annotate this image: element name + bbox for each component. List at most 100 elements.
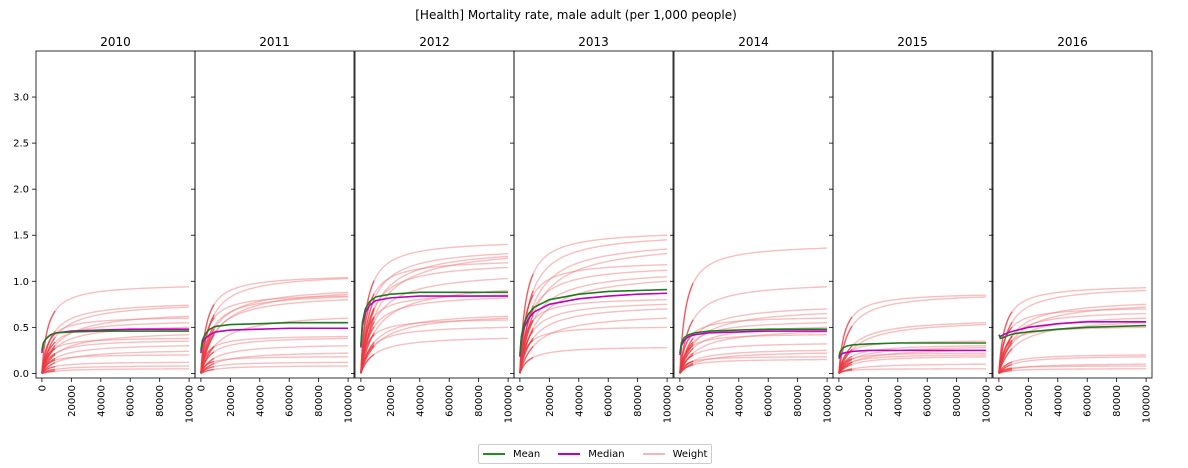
median-line bbox=[679, 330, 828, 356]
x-tick-label: 0 bbox=[196, 385, 207, 391]
panel-frame bbox=[194, 50, 355, 379]
weight-line bbox=[519, 326, 668, 374]
x-tick-label: 0 bbox=[834, 385, 845, 391]
mean-line bbox=[519, 288, 668, 356]
x-tick-label: 40000 bbox=[1053, 385, 1064, 417]
weight-line bbox=[519, 275, 668, 374]
chart-title: [Health] Mortality rate, male adult (per… bbox=[415, 8, 737, 22]
panel-title: 2010 bbox=[100, 35, 131, 49]
weight-swatch bbox=[642, 453, 665, 455]
x-tick-label: 60000 bbox=[126, 385, 137, 417]
weight-line-start bbox=[200, 368, 215, 375]
weight-line bbox=[200, 293, 349, 374]
weight-line bbox=[998, 368, 1147, 375]
weight-line bbox=[360, 289, 509, 374]
panel-frame bbox=[992, 50, 1153, 379]
weight-line bbox=[360, 252, 509, 374]
mean-line bbox=[838, 342, 987, 358]
weight-line bbox=[998, 287, 1147, 374]
x-tick-label: 40000 bbox=[734, 385, 745, 417]
weight-line-start bbox=[41, 359, 56, 374]
x-tick-label: 60000 bbox=[285, 385, 296, 417]
weight-line bbox=[679, 358, 828, 374]
x-tick-label: 0 bbox=[37, 385, 48, 391]
weight-line bbox=[360, 337, 509, 374]
mean-line bbox=[360, 291, 509, 346]
mean-line bbox=[998, 324, 1147, 340]
x-tick-label: 40000 bbox=[255, 385, 266, 417]
median-line bbox=[200, 327, 349, 354]
weight-line bbox=[519, 317, 668, 374]
panel-2010: 2010 0.0 0.5 1.0 1.5 2.0 2.5 3.0 0 20000 40000 6000… bbox=[13, 35, 196, 423]
x-tick-label: 20000 bbox=[226, 385, 237, 417]
x-tick-label: 100000 bbox=[982, 385, 993, 423]
weight-line-start bbox=[360, 353, 375, 374]
x-tick-label: 0 bbox=[356, 385, 367, 391]
weight-line bbox=[838, 368, 987, 374]
legend-label-mean: Mean bbox=[513, 448, 541, 460]
x-tick-label: 80000 bbox=[633, 385, 644, 417]
weight-line-start bbox=[519, 339, 534, 374]
x-tick-label: 100000 bbox=[185, 385, 196, 423]
x-tick-label: 20000 bbox=[1024, 385, 1035, 417]
y-tick-label: 3.0 bbox=[13, 93, 29, 104]
y-tick-label: 0.5 bbox=[13, 323, 29, 334]
x-tick-label: 20000 bbox=[67, 385, 78, 417]
x-tick-label: 80000 bbox=[793, 385, 804, 417]
weight-line bbox=[679, 312, 828, 374]
weight-line bbox=[360, 257, 509, 374]
legend-item-mean: Mean bbox=[483, 449, 540, 460]
panel-2016: 2016 0 20000 40000 60000 80000 100000 bbox=[989, 35, 1153, 423]
weight-line bbox=[41, 368, 190, 375]
x-tick-label: 0 bbox=[675, 385, 686, 391]
x-tick-label: 60000 bbox=[445, 385, 456, 417]
median-line bbox=[838, 349, 987, 359]
legend-item-median: Median bbox=[558, 448, 625, 460]
panel-frame bbox=[832, 50, 993, 379]
weight-line-start bbox=[679, 344, 694, 374]
x-tick-label: 80000 bbox=[155, 385, 166, 417]
x-tick-label: 40000 bbox=[96, 385, 107, 417]
x-tick-label: 60000 bbox=[1083, 385, 1094, 417]
x-tick-label: 40000 bbox=[415, 385, 426, 417]
x-tick-label: 80000 bbox=[474, 385, 485, 417]
median-swatch bbox=[558, 453, 581, 455]
panel-title: 2011 bbox=[259, 35, 290, 49]
x-tick-label: 80000 bbox=[314, 385, 325, 417]
median-line bbox=[998, 321, 1147, 338]
x-tick-label: 20000 bbox=[864, 385, 875, 417]
weight-line-start bbox=[679, 282, 694, 374]
x-tick-label: 20000 bbox=[386, 385, 397, 417]
legend: Mean Median Weight bbox=[478, 444, 712, 464]
y-tick-label: 1.0 bbox=[13, 277, 29, 288]
panel-title: 2012 bbox=[419, 35, 450, 49]
weight-line bbox=[200, 365, 349, 374]
x-tick-label: 0 bbox=[994, 385, 1005, 391]
x-tick-label: 80000 bbox=[952, 385, 963, 417]
weight-line bbox=[519, 299, 668, 374]
x-tick-label: 40000 bbox=[893, 385, 904, 417]
weight-line-start bbox=[200, 360, 215, 374]
legend-label-median: Median bbox=[588, 448, 625, 460]
weight-line-start bbox=[998, 339, 1013, 374]
panel-2011: 2011 0 20000 40000 60000 80000 100000 bbox=[191, 35, 355, 423]
weight-line bbox=[519, 346, 668, 374]
panels: 2010 0.0 0.5 1.0 1.5 2.0 2.5 3.0 0 20000 40000 6000… bbox=[13, 35, 1153, 423]
mean-line bbox=[679, 328, 828, 354]
x-tick-label: 60000 bbox=[923, 385, 934, 417]
weight-line-start bbox=[998, 369, 1013, 375]
panel-frame bbox=[513, 50, 674, 379]
panel-2015: 2015 0 20000 40000 60000 80000 100000 bbox=[829, 35, 993, 423]
legend-label-weight: Weight bbox=[672, 448, 708, 460]
x-tick-label: 100000 bbox=[504, 385, 515, 423]
mean-line bbox=[200, 321, 349, 351]
weight-line bbox=[679, 343, 828, 374]
weight-line-start bbox=[41, 370, 56, 375]
mean-line bbox=[41, 330, 190, 351]
x-tick-label: 100000 bbox=[823, 385, 834, 423]
y-tick-label: 1.5 bbox=[13, 231, 29, 242]
x-tick-label: 60000 bbox=[764, 385, 775, 417]
x-tick-label: 40000 bbox=[574, 385, 585, 417]
x-tick-label: 100000 bbox=[344, 385, 355, 423]
